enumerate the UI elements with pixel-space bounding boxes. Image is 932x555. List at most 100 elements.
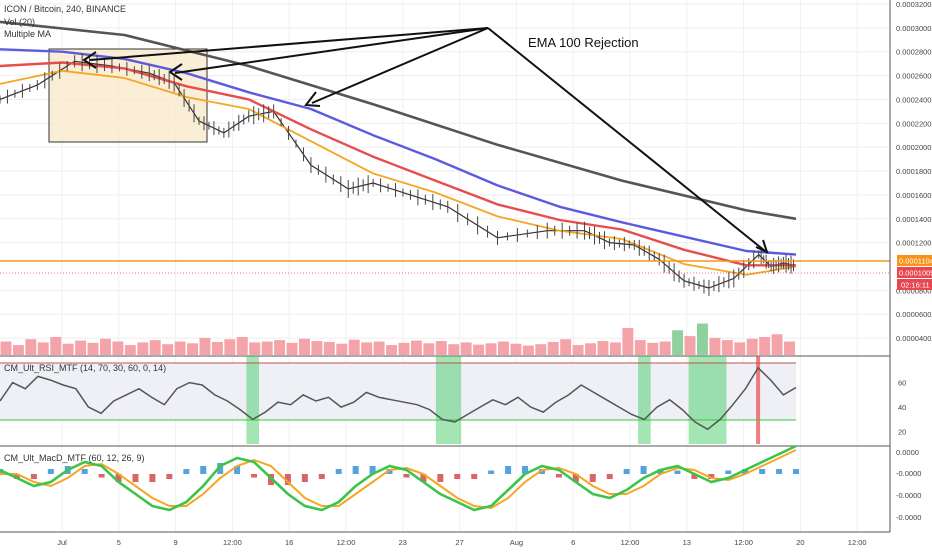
macd-histogram-bar	[708, 474, 715, 479]
volume-bar	[187, 343, 198, 355]
price-tick-label: 0.0003000	[896, 24, 931, 33]
price-tick-label: 0.0002400	[896, 95, 931, 104]
rsi-oversold-highlight	[435, 356, 449, 444]
time-tick-label: 12:00	[734, 538, 753, 547]
macd-histogram-bar	[13, 474, 20, 479]
ma-label: Multiple MA	[4, 29, 51, 39]
volume-bar	[249, 342, 261, 355]
volume-bar	[498, 341, 509, 355]
time-tick-label: 9	[174, 538, 178, 547]
volume-bar	[423, 343, 435, 355]
rsi-label: CM_Ult_RSI_MTF (14, 70, 30, 60, 0, 14)	[4, 363, 166, 373]
macd-histogram-bar	[132, 474, 139, 482]
macd-histogram-bar	[538, 469, 545, 474]
rsi-oversold-highlight	[246, 356, 260, 444]
macd-histogram-bar	[217, 463, 224, 474]
countdown-tag	[897, 279, 932, 290]
volume-bar	[137, 342, 149, 355]
price-tick-label: 0.0002800	[896, 48, 931, 57]
volume-bar	[336, 343, 348, 355]
resistance-price-tag	[897, 255, 932, 266]
price-tick-label: 0.0002200	[896, 119, 931, 128]
macd-histogram-bar	[589, 474, 596, 482]
volume-bar	[174, 341, 186, 355]
volume-bar	[261, 341, 273, 355]
countdown-text: 02:16:11	[901, 281, 930, 290]
macd-histogram-bar	[793, 469, 799, 474]
rsi-overbought-highlight	[756, 356, 761, 444]
macd-histogram-bar	[30, 474, 37, 479]
volume-bar	[0, 341, 12, 355]
volume-bar	[348, 339, 360, 355]
macd-lines	[0, 444, 799, 512]
volume-bar	[149, 340, 161, 355]
volume-bar	[473, 344, 485, 355]
macd-histogram-bar	[81, 469, 88, 474]
price-tick-label: 0.0000600	[896, 310, 931, 319]
current-price-tag	[897, 267, 932, 278]
resistance-price-text: 0.0001104	[899, 257, 932, 266]
volume-bar	[647, 342, 659, 355]
volume-bar	[734, 342, 746, 355]
macd-histogram-bar	[149, 474, 156, 482]
rsi-oversold-highlight	[448, 356, 462, 444]
price-tick-label: 0.0003200	[896, 0, 931, 9]
volume-bar	[634, 340, 646, 355]
time-tick-label: 13	[683, 538, 691, 547]
macd-histogram-bar	[183, 469, 190, 474]
rsi-polyline	[0, 366, 797, 431]
volume-bar	[622, 328, 634, 355]
volume-bar	[721, 340, 733, 355]
volume-bar	[236, 337, 248, 355]
macd-histogram-bar	[420, 474, 427, 482]
macd-histogram-bar	[572, 474, 579, 482]
macd-histogram-bar	[251, 474, 258, 478]
volume-bar	[609, 342, 621, 355]
price-tick-label: 0.0002000	[896, 143, 931, 152]
macd-tick-label: -0.0000	[896, 491, 921, 500]
annotation-arrows	[82, 27, 769, 254]
macd-histogram-bar	[369, 466, 376, 474]
ma-line-4	[0, 20, 797, 221]
volume-bar	[299, 338, 310, 355]
rsi-tick-label: 20	[898, 428, 906, 437]
volume-bar	[448, 344, 460, 355]
volume-bar	[672, 330, 684, 355]
volume-bar	[759, 337, 771, 355]
volume-bar	[373, 341, 385, 355]
price-tick-label: 0.0001400	[896, 215, 931, 224]
time-tick-label: 23	[399, 538, 407, 547]
time-tick-label: 12:00	[223, 538, 242, 547]
volume-bar	[771, 334, 783, 355]
volume-bar	[100, 338, 111, 355]
volume-bar	[62, 343, 74, 355]
moving-averages	[0, 20, 797, 296]
macd-histogram-bar	[471, 474, 478, 479]
rsi-tick-label: 60	[898, 379, 906, 388]
macd-histogram-bar	[352, 466, 359, 474]
macd-tick-label: -0.0000	[896, 469, 921, 478]
macd-histogram-bar	[47, 469, 54, 474]
time-tick-label: 27	[455, 538, 463, 547]
macd-histogram-bar	[98, 474, 105, 478]
volume-bar	[274, 340, 286, 355]
price-tick-label: 0.0002600	[896, 72, 931, 81]
macd-histogram-bar	[776, 469, 783, 474]
volume-bar	[25, 339, 37, 355]
volume-bar	[398, 342, 410, 355]
macd-histogram-bar	[115, 474, 122, 482]
macd-line	[0, 444, 797, 512]
symbol-label: ICON / Bitcoin, 240, BINANCE	[4, 4, 126, 14]
price-tick-label: 0.0001800	[896, 167, 931, 176]
volume-bar	[597, 341, 609, 355]
time-tick-label: 20	[796, 538, 804, 547]
volume-bar	[75, 340, 87, 355]
volume-bar	[224, 339, 236, 355]
rsi-tick-label: 40	[898, 403, 906, 412]
volume-bar	[435, 341, 447, 355]
macd-histogram-bar	[318, 474, 325, 479]
ma-line-1	[0, 69, 797, 276]
time-tick-label: Aug	[510, 538, 523, 547]
